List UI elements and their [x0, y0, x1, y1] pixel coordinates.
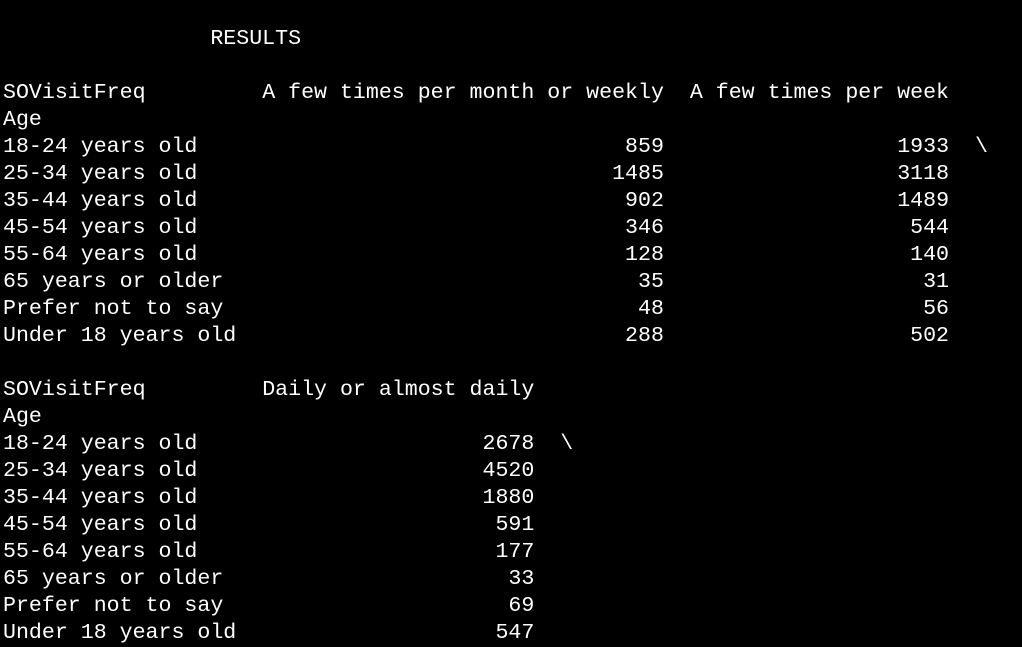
table-row: 65 years or older 33 — [3, 566, 988, 593]
table-row: 35-44 years old 1880 — [3, 485, 988, 512]
row-label: 65 years or older — [3, 270, 224, 294]
cell-value: 2678 — [482, 432, 535, 456]
index-name-line: Age — [3, 107, 988, 134]
index-name: Age — [3, 405, 42, 429]
cell-value: 48 — [637, 297, 664, 321]
cell-value: 35 — [637, 270, 664, 294]
table-row: 18-24 years old 859 1933 \ — [3, 134, 988, 161]
table-row: Under 18 years old 547 — [3, 620, 988, 647]
table-header-line: SOVisitFreq Daily or almost daily — [3, 377, 988, 404]
table-row: 45-54 years old 591 — [3, 512, 988, 539]
cell-value: 288 — [625, 324, 664, 348]
row-label: 25-34 years old — [3, 459, 198, 483]
blank-line — [3, 53, 988, 80]
cell-value: 1933 — [897, 135, 950, 159]
line-continuation-marker: \ — [560, 432, 574, 456]
table-row: Under 18 years old 288 502 — [3, 323, 988, 350]
table-row: 25-34 years old 1485 3118 — [3, 161, 988, 188]
cell-value: 346 — [625, 216, 664, 240]
cell-value: 547 — [495, 621, 535, 645]
cell-value: 502 — [910, 324, 950, 348]
cell-value: 1485 — [612, 162, 664, 186]
table-row: Prefer not to say 48 56 — [3, 296, 988, 323]
column-header: Daily or almost daily — [262, 378, 535, 402]
results-title: RESULTS — [210, 27, 302, 51]
row-label: 55-64 years old — [3, 243, 198, 267]
table-header-line: SOVisitFreq A few times per month or wee… — [3, 80, 988, 107]
cell-value: 591 — [495, 513, 535, 537]
results-title-line: RESULTS — [3, 26, 988, 53]
cell-value: 140 — [910, 243, 950, 267]
cell-value: 177 — [495, 540, 535, 564]
index-name: Age — [3, 108, 42, 132]
cell-value: 33 — [508, 567, 535, 591]
row-label: 65 years or older — [3, 567, 224, 591]
table-row: 45-54 years old 346 544 — [3, 215, 988, 242]
row-label: 45-54 years old — [3, 513, 198, 537]
row-label: Prefer not to say — [3, 594, 224, 618]
table-row: 35-44 years old 902 1489 — [3, 188, 988, 215]
row-label: Under 18 years old — [3, 621, 237, 645]
table-row: Prefer not to say 69 — [3, 593, 988, 620]
cell-value: 31 — [923, 270, 950, 294]
row-label: Prefer not to say — [3, 297, 224, 321]
column-header: A few times per week — [689, 81, 949, 105]
cell-value: 859 — [625, 135, 664, 159]
cell-value: 56 — [923, 297, 950, 321]
cell-value: 1880 — [482, 486, 535, 510]
cell-value: 4520 — [482, 459, 535, 483]
row-label: 45-54 years old — [3, 216, 198, 240]
cell-value: 1489 — [897, 189, 950, 213]
blank-line — [3, 350, 988, 377]
line-continuation-marker: \ — [974, 135, 988, 159]
table-row: 65 years or older 35 31 — [3, 269, 988, 296]
row-label: Under 18 years old — [3, 324, 237, 348]
row-label: 35-44 years old — [3, 486, 198, 510]
cell-value: 128 — [625, 243, 664, 267]
terminal-output: RESULTS SOVisitFreq A few times per mont… — [3, 26, 988, 647]
cell-value: 544 — [910, 216, 950, 240]
index-name-line: Age — [3, 404, 988, 431]
row-label: 18-24 years old — [3, 135, 198, 159]
cell-value: 3118 — [897, 162, 950, 186]
row-label: 55-64 years old — [3, 540, 198, 564]
column-axis-label: SOVisitFreq — [3, 81, 146, 105]
table-row: 55-64 years old 128 140 — [3, 242, 988, 269]
cell-value: 69 — [508, 594, 535, 618]
column-axis-label: SOVisitFreq — [3, 378, 146, 402]
row-label: 35-44 years old — [3, 189, 198, 213]
table-row: 18-24 years old 2678 \ — [3, 431, 988, 458]
cell-value: 902 — [625, 189, 664, 213]
column-header: A few times per month or weekly — [262, 81, 664, 105]
row-label: 25-34 years old — [3, 162, 198, 186]
table-row: 25-34 years old 4520 — [3, 458, 988, 485]
table-row: 55-64 years old 177 — [3, 539, 988, 566]
row-label: 18-24 years old — [3, 432, 198, 456]
